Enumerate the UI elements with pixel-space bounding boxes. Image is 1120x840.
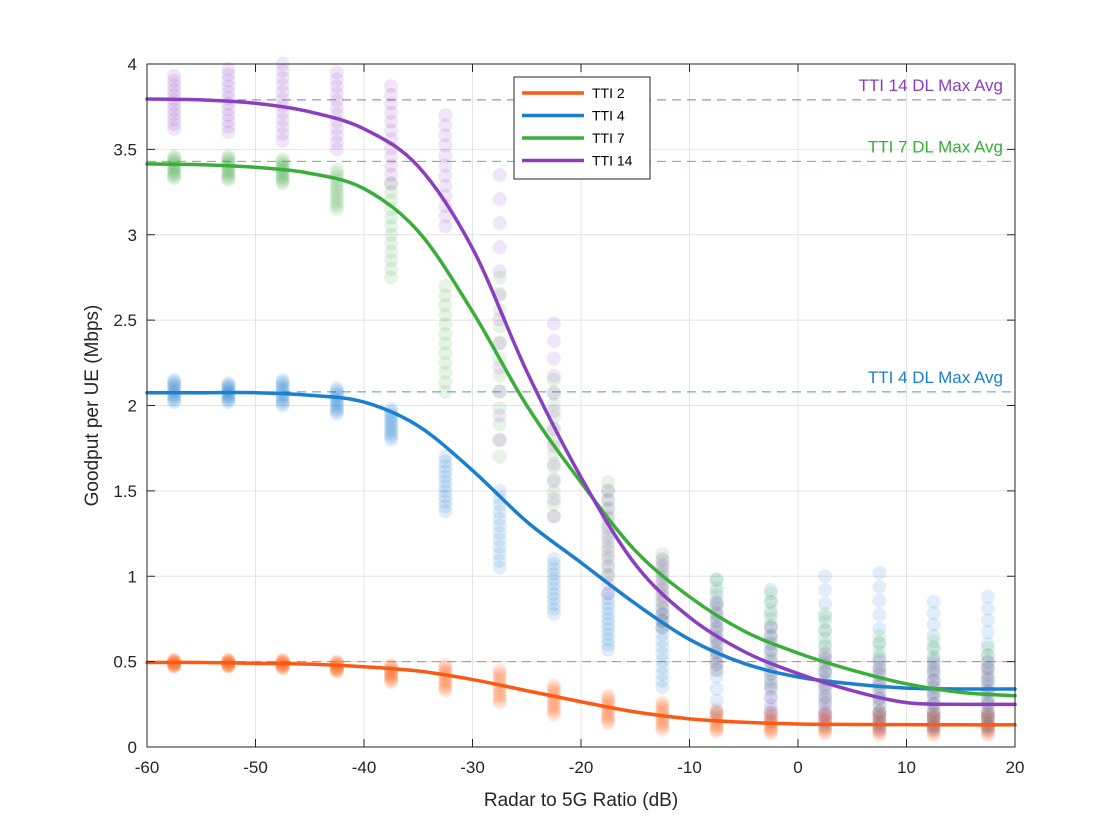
scatter-point: [547, 387, 561, 401]
reference-labels: TTI 4 DL Max Avg TTI 7 DL Max Avg TTI 14 D…: [858, 76, 1003, 387]
y-tick-label: 0: [128, 738, 137, 757]
scatter-point: [547, 317, 561, 331]
scatter-point: [493, 264, 507, 278]
y-axis-title: Goodput per UE (Mbps): [82, 305, 103, 507]
scatter-point: [547, 457, 561, 471]
scatter-point: [872, 629, 886, 643]
x-axis-title: Radar to 5G Ratio (dB): [484, 790, 678, 811]
scatter-point: [384, 79, 398, 93]
scatter-point: [872, 655, 886, 669]
ref-label-tti-4: TTI 4 DL Max Avg: [868, 368, 1003, 387]
scatter-point: [872, 580, 886, 594]
x-tick-label: -10: [677, 758, 702, 777]
scatter-point: [872, 566, 886, 580]
y-tick-label: 4: [128, 55, 137, 74]
scatter-point: [167, 373, 181, 387]
scatter-point: [710, 595, 724, 609]
scatter-point: [493, 168, 507, 182]
scatter-point: [221, 653, 235, 667]
scatter-point: [710, 573, 724, 587]
scatter-point: [655, 552, 669, 566]
scatter-point: [710, 682, 724, 696]
scatter-point: [276, 373, 290, 387]
scatter-point: [764, 586, 778, 600]
y-tick-label: 2.5: [113, 311, 137, 330]
scatter-point: [981, 641, 995, 655]
scatter-point: [547, 369, 561, 383]
scatter-point: [547, 352, 561, 366]
y-tick-label: 1: [128, 567, 137, 586]
legend-label: TTI 4: [592, 108, 625, 124]
scatter-point: [493, 409, 507, 423]
scatter-point: [547, 492, 561, 506]
scatter-point: [167, 69, 181, 83]
scatter-point: [601, 689, 615, 703]
scatter-point: [655, 696, 669, 710]
x-tick-label: -30: [460, 758, 485, 777]
scatter-point: [493, 663, 507, 677]
scatter-point: [330, 66, 344, 80]
scatter-point: [818, 569, 832, 583]
scatter-point: [493, 385, 507, 399]
scatter-point: [493, 450, 507, 464]
scatter-point: [493, 216, 507, 230]
scatter-point: [818, 646, 832, 660]
scatter-point: [710, 694, 724, 708]
scatter-point: [330, 381, 344, 395]
scatter-point: [981, 590, 995, 604]
ref-label-tti-7: TTI 7 DL Max Avg: [868, 137, 1003, 156]
scatter-point: [438, 279, 452, 293]
scatter-point: [927, 655, 941, 669]
x-tick-label: -40: [352, 758, 377, 777]
x-tick-label: 0: [793, 758, 802, 777]
scatter-point: [818, 607, 832, 621]
x-tick-label: 20: [1006, 758, 1025, 777]
scatter-point: [221, 376, 235, 390]
scatter-point: [276, 153, 290, 167]
scatter-point: [493, 240, 507, 254]
scatter-point: [493, 433, 507, 447]
scatter-point: [167, 149, 181, 163]
scatter-point: [927, 595, 941, 609]
scatter-point: [764, 620, 778, 634]
scatter-point: [710, 706, 724, 720]
y-tick-label: 3: [128, 226, 137, 245]
x-tick-label: -20: [569, 758, 594, 777]
legend: TTI 2 TTI 4 TTI 7 TTI 14: [514, 77, 650, 179]
scatter-point: [438, 658, 452, 672]
legend-label: TTI 14: [592, 153, 633, 169]
scatter-point: [438, 108, 452, 122]
y-tick-label: 3.5: [113, 140, 137, 159]
y-tick-label: 0.5: [113, 653, 137, 672]
scatter-point: [872, 594, 886, 608]
scatter-point: [872, 608, 886, 622]
scatter-point: [330, 163, 344, 177]
scatter-point: [547, 552, 561, 566]
y-tick-label: 2: [128, 397, 137, 416]
scatter-point: [167, 653, 181, 667]
scatter-point: [927, 634, 941, 648]
scatter-point: [547, 334, 561, 348]
legend-label: TTI 7: [592, 130, 625, 146]
scatter-point: [493, 192, 507, 206]
scatter-point: [221, 149, 235, 163]
scatter-point: [818, 583, 832, 597]
scatter-point: [547, 679, 561, 693]
x-tick-label: -50: [243, 758, 268, 777]
legend-label: TTI 2: [592, 85, 625, 101]
scatter-point: [601, 484, 615, 498]
scatter-point: [981, 655, 995, 669]
x-tick-label: 10: [897, 758, 916, 777]
y-tick-label: 1.5: [113, 482, 137, 501]
x-tick-label: -60: [135, 758, 160, 777]
ref-label-tti-14: TTI 14 DL Max Avg: [858, 76, 1003, 95]
scatter-point: [547, 474, 561, 488]
scatter-point: [547, 509, 561, 523]
